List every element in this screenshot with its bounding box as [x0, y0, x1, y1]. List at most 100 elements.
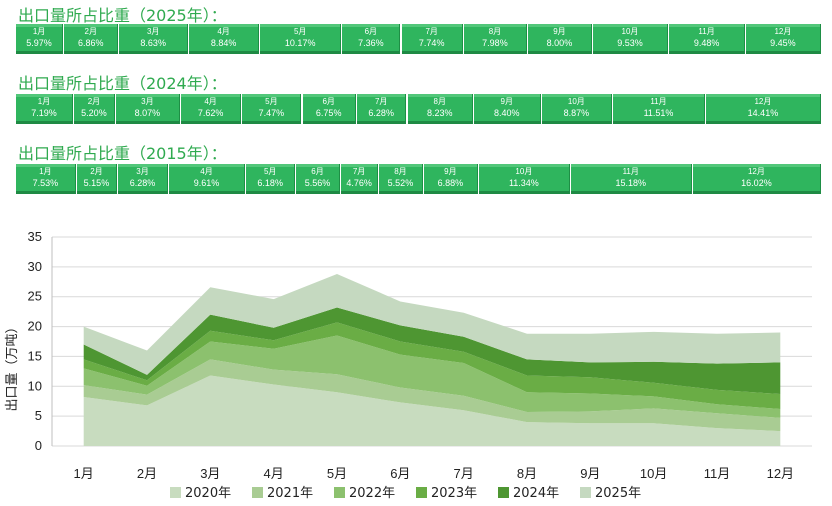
share-cell: 7月 7.74%: [401, 24, 463, 54]
share-cell-month: 11月: [622, 167, 639, 176]
y-tick-label: 5: [35, 408, 42, 423]
share-cell: 11月 9.48%: [669, 24, 745, 54]
legend-swatch: [580, 487, 591, 498]
share-cell: 3月 8.63%: [119, 24, 188, 54]
legend-label: 2024年: [513, 486, 559, 501]
share-cell-value: 5.97%: [26, 38, 52, 48]
share-cell: 12月 16.02%: [692, 164, 821, 194]
share-cell: 3月 8.07%: [115, 94, 180, 124]
share-cell: 2月 5.15%: [76, 164, 118, 194]
share-cell-month: 8月: [433, 97, 446, 106]
x-tick-label: 2月: [137, 466, 157, 481]
share-strip-2024: 1月 7.19% 2月 5.20% 3月 8.07% 4月 7.62% 5月 7.47% 6月 6.7…: [16, 94, 822, 128]
area-series-5: [83, 274, 781, 375]
share-cell-month: 8月: [488, 27, 502, 36]
share-cell-value: 8.00%: [546, 38, 573, 48]
share-cell-value: 9.48%: [693, 38, 720, 48]
share-cell: 6月 6.75%: [302, 94, 356, 124]
share-cell-value: 16.02%: [741, 178, 772, 188]
share-cell-month: 5月: [263, 167, 277, 176]
share-cell: 12月 9.45%: [745, 24, 821, 54]
share-cell-month: 10月: [567, 97, 585, 106]
x-tick-label: 1月: [74, 466, 94, 481]
legend-swatch: [416, 487, 427, 498]
share-cell-month: 3月: [136, 167, 149, 176]
share-cell: 2月 6.86%: [64, 24, 119, 54]
share-cell: 8月 7.98%: [463, 24, 528, 54]
x-tick-label: 6月: [390, 466, 410, 481]
x-tick-label: 8月: [517, 466, 537, 481]
legend-label: 2025年: [595, 486, 641, 501]
share-cell: 9月 8.00%: [528, 24, 592, 54]
share-cell-month: 7月: [352, 167, 366, 176]
share-cell-value: 6.86%: [77, 38, 104, 48]
share-cell: 1月 7.53%: [16, 164, 76, 194]
share-cell-month: 9月: [444, 167, 457, 176]
share-cell-value: 10.17%: [284, 38, 316, 48]
share-cell-month: 5月: [265, 97, 278, 106]
share-cell-value: 7.98%: [482, 38, 508, 48]
share-cell-month: 2月: [87, 97, 101, 106]
share-cell-value: 9.61%: [193, 178, 220, 188]
chart-areas: [83, 274, 781, 446]
share-cell-month: 10月: [621, 27, 639, 36]
share-cell-month: 12月: [774, 27, 792, 36]
x-axis: 1月 2月 3月 4月 5月 6月 7月 8月 9月 10月 11月 12月: [74, 466, 795, 481]
legend-label: 2020年: [185, 486, 231, 501]
share-cell: 4月 8.84%: [189, 24, 260, 54]
x-tick-label: 11月: [704, 466, 731, 481]
y-tick-label: 0: [35, 438, 42, 453]
section-2025-title: 出口量所占比重（2025年）：: [18, 6, 227, 25]
area-series-0: [83, 375, 781, 446]
share-strip-2015: 1月 7.53% 2月 5.15% 3月 6.28% 4月 9.61% 5月 6.18% 6月 5.5…: [16, 164, 822, 198]
y-tick-label: 35: [28, 229, 42, 244]
share-cell-month: 1月: [37, 97, 51, 106]
share-cell-month: 4月: [200, 167, 213, 176]
share-cell: 1月 7.19%: [16, 94, 73, 124]
area-series-1: [83, 359, 781, 432]
y-tick-label: 15: [28, 348, 42, 363]
share-cell: 5月 7.47%: [242, 94, 302, 124]
share-cell: 3月 6.28%: [118, 164, 168, 194]
share-cell: 12月 14.41%: [705, 94, 821, 124]
share-cell-value: 4.76%: [346, 178, 372, 188]
share-cell: 2月 5.20%: [74, 94, 115, 124]
legend-swatch: [252, 487, 263, 498]
share-cell-value: 15.18%: [615, 178, 646, 188]
legend-swatch: [170, 487, 181, 498]
share-cell-value: 5.15%: [83, 178, 110, 188]
share-cell: 10月 8.87%: [541, 94, 613, 124]
share-cell-value: 6.88%: [437, 178, 464, 188]
share-cell-value: 8.40%: [493, 108, 520, 118]
chart-legend: 2020年 2021年 2022年 2023年 2024年 2025年: [170, 486, 641, 501]
share-cell-month: 12月: [754, 97, 772, 106]
legend-swatch: [498, 487, 509, 498]
x-tick-label: 10月: [640, 466, 667, 481]
area-series-4: [83, 307, 781, 394]
share-cell-month: 7月: [374, 97, 388, 106]
share-cell-value: 7.47%: [258, 108, 285, 118]
share-cell: 10月 11.34%: [479, 164, 570, 194]
share-cell-month: 6月: [364, 27, 378, 36]
share-cell-month: 6月: [311, 167, 324, 176]
share-cell-month: 9月: [553, 27, 566, 36]
share-cell-value: 8.84%: [210, 38, 237, 48]
share-cell: 7月 6.28%: [356, 94, 407, 124]
share-cell: 11月 11.51%: [613, 94, 705, 124]
share-cell-value: 11.51%: [643, 108, 674, 118]
y-axis-label: 出口量（万吨）: [5, 320, 20, 411]
share-cell: 5月 6.18%: [246, 164, 296, 194]
share-cell-value: 8.63%: [140, 38, 166, 48]
share-cell-month: 11月: [698, 27, 715, 36]
share-strip-2025: 1月 5.97% 2月 6.86% 3月 8.63% 4月 8.84% 5月 10.17% 6月 7.…: [16, 24, 822, 58]
share-cell-value: 5.52%: [387, 178, 414, 188]
share-cell: 4月 9.61%: [168, 164, 246, 194]
share-cell-value: 6.28%: [129, 178, 156, 188]
share-cell: 10月 9.53%: [592, 24, 669, 54]
share-cell-month: 1月: [39, 167, 52, 176]
x-tick-label: 9月: [580, 466, 600, 481]
share-cell-value: 7.53%: [32, 178, 59, 188]
share-cell-month: 4月: [217, 27, 230, 36]
share-cell-month: 1月: [32, 27, 46, 36]
